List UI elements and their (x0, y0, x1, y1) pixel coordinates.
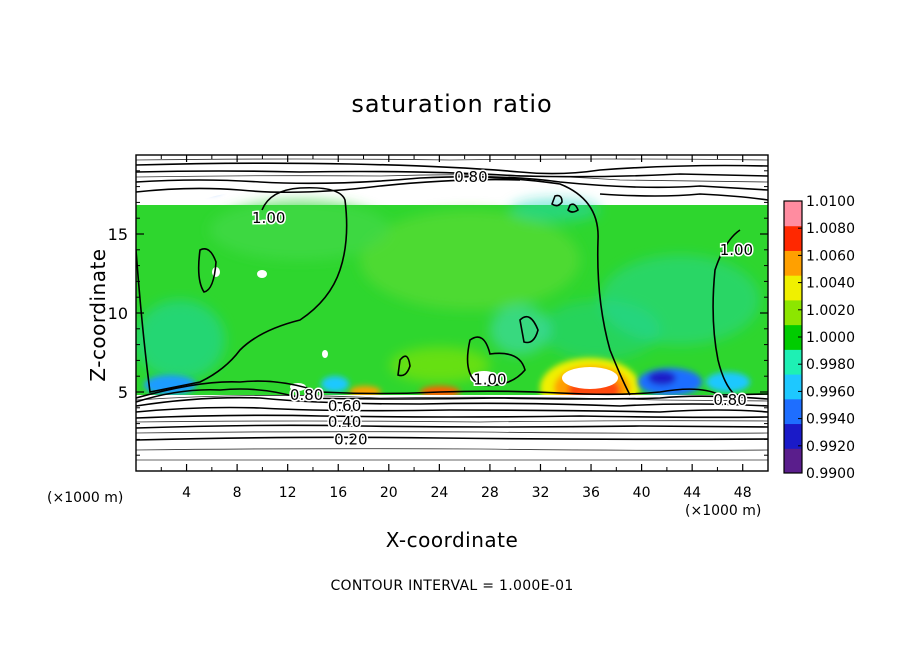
contour-label-6: 0.60 (328, 397, 361, 415)
colorbar-swatch-1 (784, 423, 802, 449)
colorbar-label-8: 1.0060 (806, 248, 855, 264)
x-tick-label-12: 12 (279, 485, 297, 501)
colorbar: 0.9900 0.9920 0.9940 0.9960 0.9980 1.0000 1.00… (783, 194, 855, 482)
x-tick-label-20: 20 (380, 485, 398, 501)
contour-label-3: 1.00 (473, 370, 506, 388)
colorbar-swatch-7 (784, 275, 802, 301)
y-tick-label-15: 15 (108, 225, 128, 244)
contour-lines (136, 162, 768, 441)
white-patches (136, 155, 768, 471)
x-tick-label-16: 16 (329, 485, 347, 501)
contour-label-2: 1.00 (720, 241, 753, 259)
colorbar-swatch-10 (784, 201, 802, 227)
x-tick-label-24: 24 (430, 485, 448, 501)
x-axis-unit-right: (×1000 m) (685, 503, 762, 519)
x-tick-label-40: 40 (633, 485, 651, 501)
colorbar-swatch-8 (784, 250, 802, 276)
contour-label-8: 0.20 (334, 430, 367, 448)
field-layer: 0.80 1.00 1.00 1.00 0.80 0.80 0.600.400.20 (136, 155, 768, 471)
contour-interval-note: CONTOUR INTERVAL = 1.000E-01 (330, 578, 574, 594)
colorbar-label-9: 1.0080 (806, 221, 855, 237)
colorbar-label-10: 1.0100 (806, 194, 855, 210)
colorbar-label-2: 0.9940 (806, 412, 855, 428)
colorbar-label-5: 1.0000 (806, 330, 855, 346)
x-axis-unit-left: (×1000 m) (47, 490, 124, 506)
colorbar-swatch-5 (784, 324, 802, 350)
x-tick-label-8: 8 (233, 485, 242, 501)
colorbar-swatch-9 (784, 225, 802, 251)
x-tick-label-48: 48 (734, 485, 752, 501)
contour-label-7: 0.40 (328, 413, 361, 431)
colorbar-label-1: 0.9920 (806, 439, 855, 455)
x-tick-label-4: 4 (182, 485, 191, 501)
colorbar-label-7: 1.0040 (806, 276, 855, 292)
y-tick-label-5: 5 (118, 383, 128, 402)
contour-labels: 0.80 1.00 1.00 1.00 0.80 0.80 0.600.400.20 (251, 167, 755, 450)
colorbar-swatch-6 (784, 299, 802, 326)
x-tick-label-28: 28 (481, 485, 499, 501)
x-axis-label: X-coordinate (385, 528, 519, 552)
contour-lines-thin (136, 158, 768, 461)
colorbar-swatch-2 (784, 398, 802, 425)
chart-title: saturation ratio (351, 90, 553, 118)
contour-label-4: 0.80 (290, 386, 323, 404)
colorbar-swatch-0 (784, 448, 802, 474)
contour-label-1: 1.00 (252, 209, 285, 227)
x-tick-label-44: 44 (683, 485, 701, 501)
colorbar-swatch-4 (784, 349, 802, 375)
colorbar-label-0: 0.9900 (806, 466, 855, 482)
colorbar-label-6: 1.0020 (806, 303, 855, 319)
x-tick-label-36: 36 (582, 485, 600, 501)
y-tick-label-10: 10 (108, 304, 128, 323)
colorbar-swatch-3 (784, 374, 802, 400)
colorbar-label-3: 0.9960 (806, 384, 855, 400)
colorbar-label-4: 0.9980 (806, 357, 855, 373)
contour-label-5: 0.80 (713, 391, 746, 409)
contour-label-0: 0.80 (454, 168, 487, 186)
x-tick-label-32: 32 (532, 485, 550, 501)
